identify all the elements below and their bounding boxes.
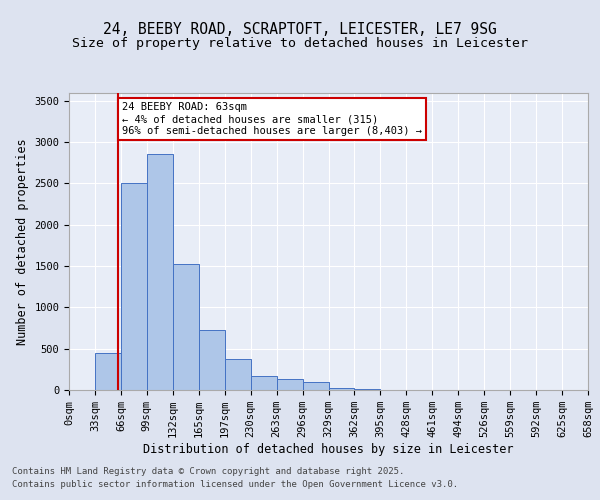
Bar (147, 154, 173, 390)
Text: 24 BEEBY ROAD: 63sqm
← 4% of detached houses are smaller (315)
96% of semi-detac: 24 BEEBY ROAD: 63sqm ← 4% of detached ho… (122, 102, 422, 136)
Bar (329, 388, 355, 390)
Bar (251, 376, 277, 390)
Text: Contains HM Land Registry data © Crown copyright and database right 2025.: Contains HM Land Registry data © Crown c… (12, 467, 404, 476)
Bar (173, 264, 199, 390)
Text: 24, BEEBY ROAD, SCRAPTOFT, LEICESTER, LE7 9SG: 24, BEEBY ROAD, SCRAPTOFT, LEICESTER, LE… (103, 22, 497, 38)
Bar (225, 358, 251, 390)
Bar (302, 382, 329, 390)
Bar (199, 330, 224, 390)
Bar (121, 182, 147, 390)
Text: Contains public sector information licensed under the Open Government Licence v3: Contains public sector information licen… (12, 480, 458, 489)
Text: Size of property relative to detached houses in Leicester: Size of property relative to detached ho… (72, 38, 528, 51)
Bar (277, 380, 302, 390)
Bar (95, 353, 121, 390)
X-axis label: Distribution of detached houses by size in Leicester: Distribution of detached houses by size … (143, 443, 514, 456)
Y-axis label: Number of detached properties: Number of detached properties (16, 138, 29, 344)
